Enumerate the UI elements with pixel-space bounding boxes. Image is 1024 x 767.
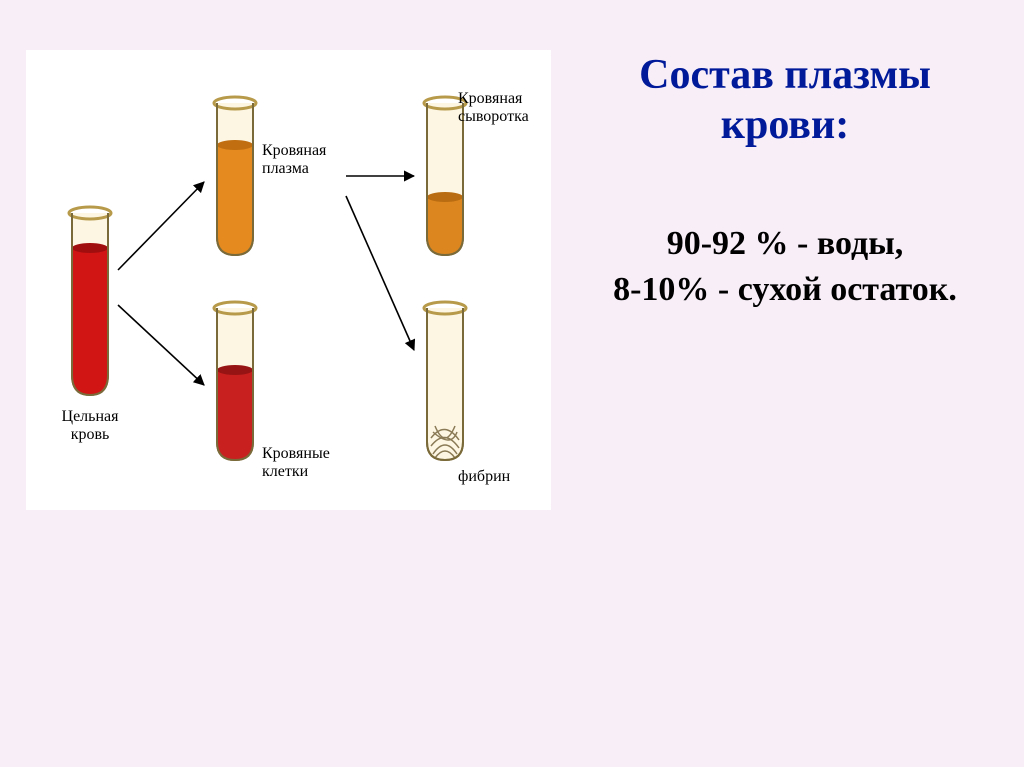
label-cells: Кровяныеклетки — [262, 445, 346, 480]
tube-cells — [211, 300, 259, 465]
arrow-blood-to-plasma — [118, 182, 204, 270]
label-fibrin: фибрин — [458, 468, 528, 486]
page-title: Состав плазмы крови: — [580, 50, 990, 151]
composition-line-2: 8-10% - сухой остаток. — [580, 267, 990, 313]
diagram-panel: Цельнаякровь Кровянаяплазма Кровяныеклет… — [26, 50, 551, 510]
tube-plasma — [211, 95, 259, 260]
arrow-blood-to-cells — [118, 305, 204, 385]
label-serum: Кровянаясыворотка — [458, 90, 548, 125]
composition-line-1: 90-92 % - воды, — [580, 221, 990, 267]
tube-whole-blood — [66, 205, 114, 400]
text-panel: Состав плазмы крови: 90-92 % - воды, 8-1… — [580, 50, 990, 313]
tube-fibrin — [421, 300, 469, 465]
arrow-plasma-to-fibrin — [346, 196, 414, 350]
label-whole-blood: Цельнаякровь — [44, 408, 136, 443]
label-plasma: Кровянаяплазма — [262, 142, 346, 177]
